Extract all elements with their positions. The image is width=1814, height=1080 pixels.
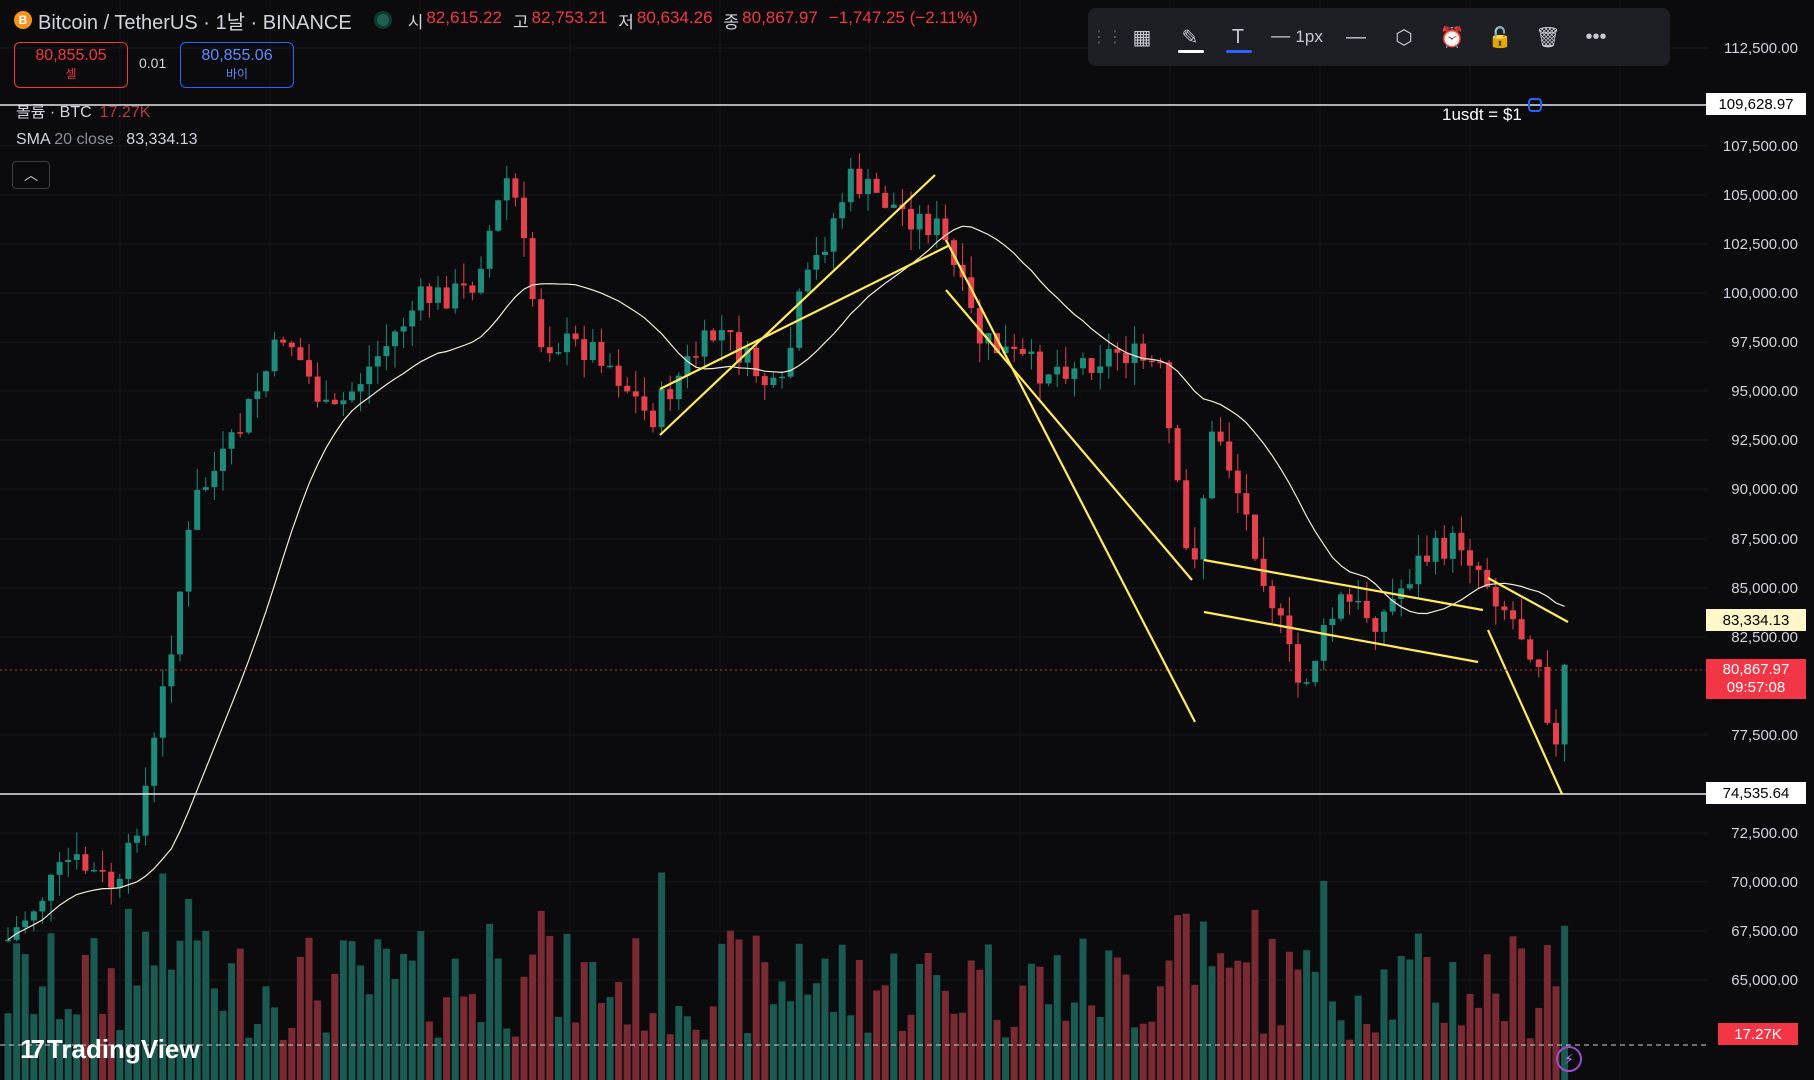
sell-button[interactable]: 80,855.05 셀 bbox=[14, 42, 128, 88]
trend-drawings[interactable] bbox=[659, 174, 1569, 795]
sma-indicator-legend[interactable]: SMA 20 close 83,334.13 bbox=[16, 131, 197, 149]
alert-add-icon[interactable]: ⏰ bbox=[1439, 26, 1465, 49]
volume-bars bbox=[4, 872, 1569, 1080]
text-icon: T bbox=[1231, 25, 1245, 48]
bitcoin-icon: B bbox=[14, 11, 32, 29]
line-width-button[interactable]: — 1px bbox=[1262, 17, 1332, 57]
line-style-icon: — bbox=[1271, 26, 1291, 47]
sma-params: 20 close bbox=[54, 131, 114, 148]
trash-icon[interactable]: 🗑 bbox=[1535, 26, 1561, 49]
sma-name: SMA bbox=[16, 131, 50, 148]
low-label: 저 bbox=[618, 12, 634, 32]
ohlc-values: 시 82,615.22 고 82,753.21 저 80,634.26 종 80,867… bbox=[408, 8, 986, 33]
close-value: 80,867.97 bbox=[742, 7, 818, 27]
high-label: 고 bbox=[512, 12, 529, 32]
price-axis-label: 87,500.00 bbox=[1731, 531, 1798, 548]
annotation-text[interactable]: 1usdt = $1 bbox=[1442, 105, 1522, 124]
open-value: 82,615.22 bbox=[426, 7, 502, 27]
sma-value: 83,334.13 bbox=[126, 131, 198, 148]
horizontal-line-price-tag: 109,628.97 bbox=[1706, 93, 1806, 115]
lightning-icon[interactable]: ⚡ bbox=[1556, 1046, 1582, 1072]
settings-hex-icon[interactable]: ⬡ bbox=[1395, 26, 1413, 49]
high-value: 82,753.21 bbox=[531, 7, 608, 27]
last-price-tag: 80,867.97 09:57:08 bbox=[1706, 659, 1806, 699]
drawing-toolbar[interactable]: ⋮⋮ ▦ ✎ T — 1px — ⬡ ⏰ 🔓 🗑 ••• bbox=[1088, 8, 1670, 66]
close-label: 종 bbox=[723, 12, 740, 32]
tradingview-mark-icon: 17 bbox=[20, 1034, 45, 1064]
pencil-icon: ✎ bbox=[1181, 26, 1199, 49]
volume-value: 17.27K bbox=[99, 104, 151, 121]
price-axis-label: 100,000.00 bbox=[1723, 285, 1798, 302]
market-status-icon[interactable] bbox=[373, 11, 392, 29]
tradingview-logo[interactable]: 17 TradingView bbox=[20, 1034, 200, 1065]
symbol-header: B Bitcoin / TetherUS · 1날 · BINANCE 시 82,… bbox=[14, 6, 986, 34]
price-axis-label: 72,500.00 bbox=[1731, 825, 1798, 842]
change-value: −1,747.25 (−2.11%) bbox=[828, 7, 978, 27]
sma-line[interactable] bbox=[7, 225, 1565, 941]
text-color-swatch bbox=[1226, 50, 1252, 53]
support-price-tag: 74,535.64 bbox=[1706, 782, 1806, 804]
price-axis-label: 77,500.00 bbox=[1731, 727, 1798, 744]
symbol-title[interactable]: Bitcoin / TetherUS · 1날 · BINANCE bbox=[38, 11, 352, 34]
buy-label: 바이 bbox=[225, 67, 249, 81]
last-price-value: 80,867.97 bbox=[1722, 661, 1790, 678]
buy-price: 80,855.06 bbox=[201, 47, 273, 64]
buy-button[interactable]: 80,855.06 바이 bbox=[180, 42, 294, 88]
low-value: 80,634.26 bbox=[636, 7, 713, 27]
volume-tag: 17.27K bbox=[1718, 1023, 1798, 1045]
price-axis-label: 70,000.00 bbox=[1731, 874, 1798, 891]
volume-indicator-legend[interactable]: 볼륨 · BTC 17.27K bbox=[16, 98, 150, 122]
sma-price-tag: 83,334.13 bbox=[1706, 609, 1806, 631]
line-anchor-handle[interactable] bbox=[1528, 98, 1542, 112]
price-axis-label: 82,500.00 bbox=[1731, 629, 1798, 646]
price-axis-label: 85,000.00 bbox=[1731, 580, 1798, 597]
price-axis-label: 105,000.00 bbox=[1723, 187, 1798, 204]
countdown-value: 09:57:08 bbox=[1726, 679, 1786, 696]
price-axis-label: 95,000.00 bbox=[1731, 383, 1798, 400]
price-axis-label: 107,500.00 bbox=[1723, 138, 1798, 155]
line-width-label: 1px bbox=[1295, 27, 1323, 46]
volume-label: 볼륨 · BTC bbox=[16, 104, 92, 121]
price-axis-label: 102,500.00 bbox=[1723, 236, 1798, 253]
more-icon[interactable]: ••• bbox=[1585, 25, 1607, 48]
price-axis-label: 90,000.00 bbox=[1731, 481, 1798, 498]
object-tree-icon[interactable]: ▦ bbox=[1132, 26, 1152, 49]
price-axis-labels: 112,500.00 107,500.00 105,000.00 102,500.00… bbox=[1723, 40, 1798, 989]
line-end-icon[interactable]: — bbox=[1346, 25, 1366, 48]
pencil-color-swatch bbox=[1178, 50, 1204, 53]
price-axis-label: 92,500.00 bbox=[1731, 432, 1798, 449]
sell-price: 80,855.05 bbox=[35, 47, 107, 64]
price-axis-label: 97,500.00 bbox=[1731, 334, 1798, 351]
price-axis-label: 112,500.00 bbox=[1724, 40, 1798, 57]
chevron-up-icon: ︿ bbox=[24, 167, 38, 183]
open-label: 시 bbox=[407, 12, 424, 32]
drag-handle-icon[interactable]: ⋮⋮ bbox=[1091, 29, 1123, 46]
price-axis-label: 67,500.00 bbox=[1731, 923, 1798, 940]
text-color-button[interactable]: T bbox=[1214, 17, 1262, 57]
spread-value: 0.01 bbox=[139, 55, 167, 71]
sell-label: 셀 bbox=[65, 67, 77, 81]
lock-icon[interactable]: 🔓 bbox=[1487, 26, 1513, 49]
tradingview-wordmark: TradingView bbox=[46, 1034, 200, 1064]
pencil-button[interactable]: ✎ bbox=[1166, 17, 1214, 57]
collapse-legend-button[interactable]: ︿ bbox=[12, 161, 50, 189]
price-axis-label: 65,000.00 bbox=[1731, 972, 1798, 989]
candlesticks[interactable] bbox=[5, 153, 1568, 943]
